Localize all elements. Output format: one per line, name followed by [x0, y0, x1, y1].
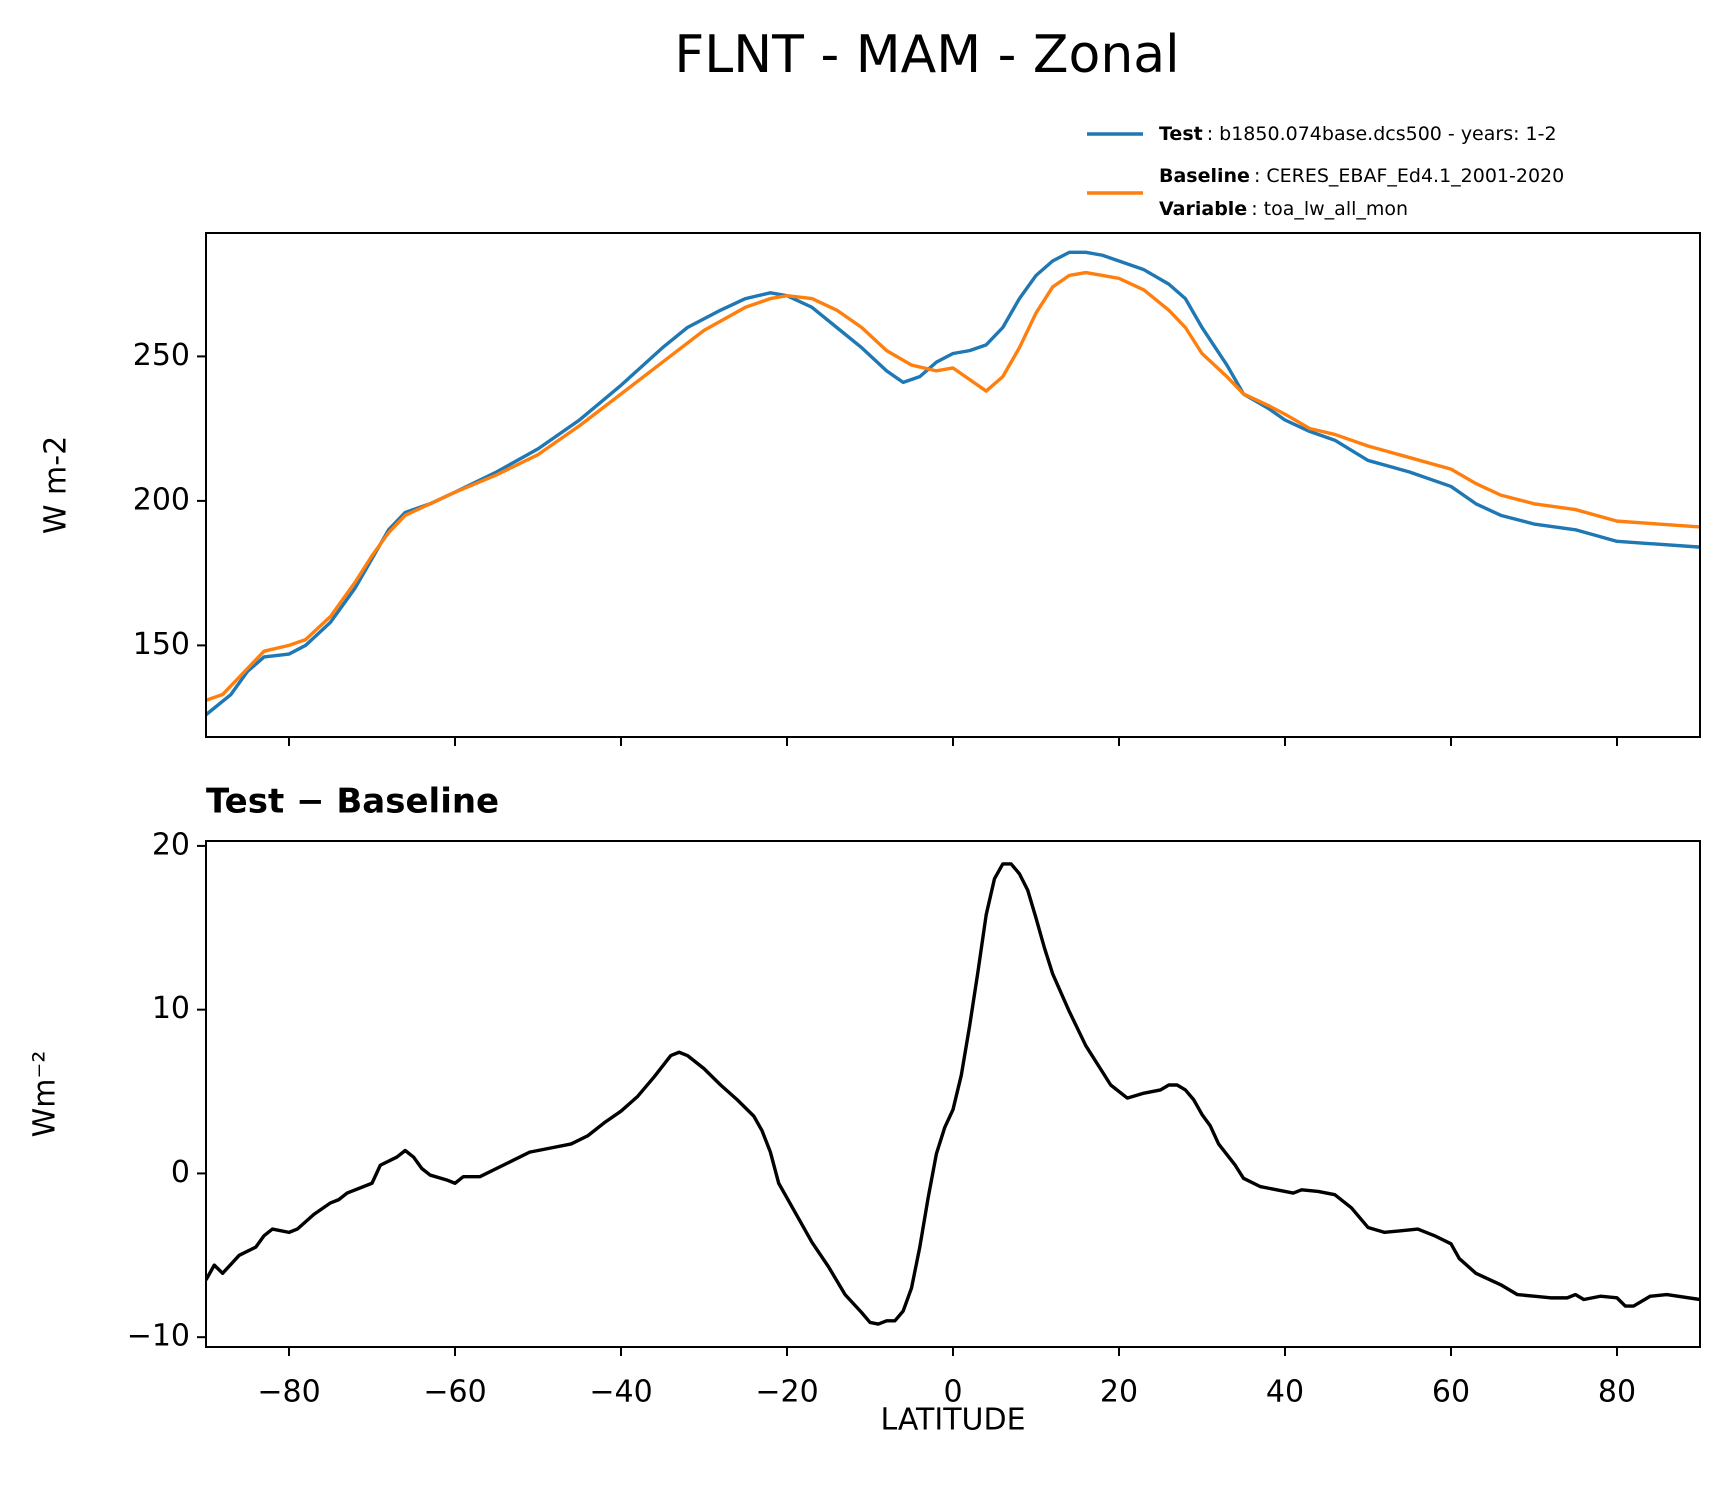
y-axis-label: Wm⁻²: [28, 1051, 63, 1138]
legend-info: : toa_lw_all_mon: [1251, 198, 1408, 220]
x-tick-label: 80: [1598, 1375, 1636, 1410]
y-tick-label: 200: [133, 482, 190, 517]
y-tick-label: −10: [127, 1319, 190, 1354]
x-axis-label: LATITUDE: [880, 1403, 1025, 1438]
series-line: [206, 862, 1700, 1326]
y-tick-label: 0: [171, 1155, 190, 1190]
legend-info: : CERES_EBAF_Ed4.1_2001-2020: [1254, 165, 1564, 187]
legend-label: Variable: toa_lw_all_mon: [1159, 198, 1408, 220]
x-tick-label: −80: [257, 1375, 320, 1410]
legend-name: Test: [1159, 123, 1203, 145]
y-tick-label: 20: [152, 827, 190, 862]
x-tick-label: 40: [1266, 1375, 1304, 1410]
x-tick-label: 0: [943, 1375, 962, 1410]
y-tick-label: 10: [152, 991, 190, 1026]
y-tick-label: 150: [133, 627, 190, 662]
legend-label: Baseline: CERES_EBAF_Ed4.1_2001-2020: [1159, 165, 1564, 187]
y-axis-label: W m-2: [39, 436, 74, 534]
y-tick-label: 250: [133, 338, 190, 373]
legend-info: : b1850.074base.dcs500 - years: 1-2: [1207, 123, 1557, 145]
x-tick-label: 60: [1432, 1375, 1470, 1410]
x-tick-label: −20: [755, 1375, 818, 1410]
subplot-title: Test − Baseline: [206, 782, 499, 822]
series-line: [206, 250, 1700, 717]
legend-name: Variable: [1159, 198, 1247, 220]
series-line: [206, 270, 1700, 702]
x-tick-label: 20: [1100, 1375, 1138, 1410]
x-tick-label: −40: [589, 1375, 652, 1410]
legend-name: Baseline: [1159, 165, 1250, 187]
figure-title: FLNT - MAM - Zonal: [674, 25, 1179, 85]
legend-label: Test: b1850.074base.dcs500 - years: 1-2: [1159, 123, 1557, 145]
x-tick-label: −60: [423, 1375, 486, 1410]
